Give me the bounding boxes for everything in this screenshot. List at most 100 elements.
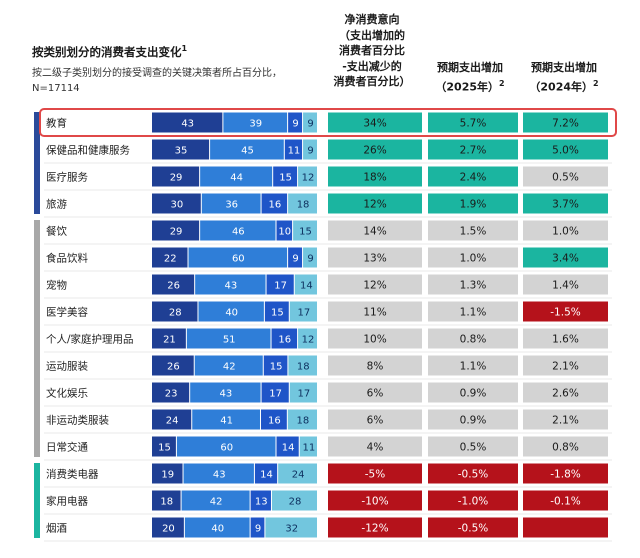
value-cell <box>328 409 422 430</box>
value-cell <box>428 193 518 214</box>
bar-segment-label: 26 <box>167 281 180 292</box>
value-cell-label: 12% <box>363 280 386 292</box>
row-label: 消费类电器 <box>46 468 99 481</box>
bar-segment <box>264 301 289 322</box>
bar-segment <box>260 409 287 430</box>
value-cell-label: 8% <box>367 361 384 373</box>
bar-segment-label: 40 <box>211 524 224 535</box>
group-indicator-bar <box>34 112 40 214</box>
bar-segment-label: 24 <box>166 416 179 427</box>
bar-segment-label: 15 <box>279 173 292 184</box>
value-cell <box>523 220 608 241</box>
value-cell <box>328 490 422 511</box>
bar-segment-label: 28 <box>169 308 182 319</box>
row-label: 日常交通 <box>46 441 88 454</box>
bar-segment <box>152 301 198 322</box>
bar-segment-label: 51 <box>223 335 236 346</box>
row-label: 运动服装 <box>46 360 88 373</box>
bar-segment-label: 9 <box>255 524 261 535</box>
row-label: 医学美容 <box>46 306 88 319</box>
value-cell-label: 7.2% <box>552 118 579 130</box>
bar-segment-label: 19 <box>161 470 174 481</box>
bar-segment <box>254 463 278 484</box>
value-cell-label: -0.5% <box>458 469 488 481</box>
bar-segment <box>152 463 183 484</box>
value-cell-label: 6% <box>367 388 384 400</box>
value-cell <box>523 166 608 187</box>
bar-segment <box>176 436 276 457</box>
value-cell <box>328 247 422 268</box>
bar-segment <box>303 112 317 133</box>
value-cell-label: 2.7% <box>460 145 487 157</box>
bar-segment <box>263 355 288 376</box>
value-cell-label: -0.5% <box>458 523 488 535</box>
bar-segment-label: 9 <box>292 254 298 265</box>
row-label: 医疗服务 <box>46 171 88 184</box>
value-cell <box>523 355 608 376</box>
col-2024-footnote-marker: 2 <box>593 78 599 88</box>
bar-segment <box>152 166 200 187</box>
bar-segment <box>190 382 261 403</box>
group-indicator-bar <box>34 220 40 457</box>
row-label: 家用电器 <box>46 495 88 508</box>
bar-segment-label: 21 <box>163 335 176 346</box>
value-cell-label: 6% <box>367 415 384 427</box>
bar-segment <box>298 328 317 349</box>
bar-segment <box>265 517 317 538</box>
value-cell-label: 4% <box>367 442 384 454</box>
value-cell <box>428 436 518 457</box>
column-header-2025: 预期支出增加 （2025年）2 <box>424 60 516 95</box>
bar-segment <box>303 247 317 268</box>
bar-segment <box>184 517 250 538</box>
bar-segment <box>152 220 200 241</box>
bar-segment-label: 17 <box>269 389 282 400</box>
value-cell-label: 0.8% <box>460 334 487 346</box>
bar-segment-label: 42 <box>223 362 236 373</box>
subtitle-line-2: N=17114 <box>32 83 80 94</box>
bar-segment <box>152 436 176 457</box>
bar-segment-label: 32 <box>285 524 298 535</box>
value-cell-label: -12% <box>361 523 388 535</box>
bar-segment <box>294 274 317 295</box>
bar-segment-label: 11 <box>288 146 301 157</box>
bar-segment-label: 42 <box>210 497 223 508</box>
bar-segment <box>299 436 317 457</box>
bar-segment-label: 18 <box>297 416 310 427</box>
highlight-row-border <box>39 108 617 137</box>
bar-segment-label: 16 <box>278 335 291 346</box>
value-cell-label: 0.9% <box>460 388 487 400</box>
bar-segment <box>152 112 223 133</box>
row-label: 烟酒 <box>46 522 67 535</box>
value-cell <box>428 220 518 241</box>
bar-segment-label: 14 <box>282 443 295 454</box>
col-2025-footnote-marker: 2 <box>499 78 505 88</box>
row-label: 非运动类服装 <box>46 414 109 427</box>
value-cell <box>523 490 608 511</box>
bar-segment-label: 12 <box>302 335 315 346</box>
bar-segment <box>288 193 317 214</box>
value-cell <box>428 463 518 484</box>
bar-segment-label: 22 <box>164 254 177 265</box>
bar-segment-label: 39 <box>249 119 262 130</box>
value-cell <box>328 301 422 322</box>
bar-segment-label: 11 <box>303 443 316 454</box>
value-cell-label: 2.1% <box>552 415 579 427</box>
bar-segment-label: 9 <box>307 146 313 157</box>
bar-segment-label: 17 <box>274 281 287 292</box>
bar-segment <box>250 490 271 511</box>
bar-segment <box>289 301 317 322</box>
value-cell <box>328 274 422 295</box>
value-cell-label: 3.4% <box>552 253 579 265</box>
value-cell <box>523 139 608 160</box>
value-cell <box>523 328 608 349</box>
col-2025-line-2: （2025年） <box>435 80 500 94</box>
value-cell-label: 1.6% <box>552 334 579 346</box>
bar-segment <box>183 463 254 484</box>
value-cell-label: 1.0% <box>460 253 487 265</box>
value-cell <box>523 409 608 430</box>
value-cell <box>428 490 518 511</box>
bar-segment-label: 9 <box>307 119 313 130</box>
bar-segment <box>288 112 303 133</box>
bar-segment-label: 60 <box>232 254 245 265</box>
bar-segment-label: 41 <box>220 416 233 427</box>
